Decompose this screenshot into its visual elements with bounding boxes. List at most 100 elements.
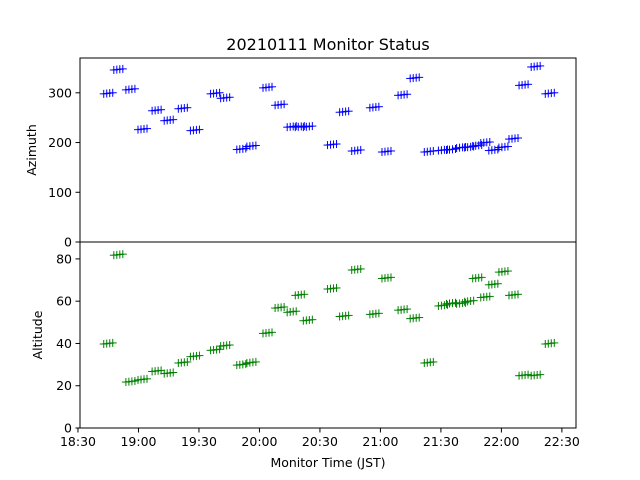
observation-marker	[468, 273, 486, 283]
observation-marker	[174, 103, 192, 113]
azimuth-panel: 0 100 200 300 Azimuth	[24, 57, 577, 250]
observation-marker	[206, 88, 224, 98]
observation-marker	[283, 307, 301, 317]
observation-marker	[515, 370, 533, 380]
observation-marker	[541, 338, 559, 348]
observation-marker	[476, 292, 494, 302]
observation-marker	[160, 115, 178, 125]
x-tick-label: 18:30	[60, 434, 96, 449]
observation-marker	[452, 298, 470, 308]
observation-marker	[347, 264, 365, 275]
chart-title: 20210111 Monitor Status	[226, 35, 429, 54]
observation-marker	[541, 88, 559, 98]
observation-marker	[323, 283, 341, 294]
observation-marker	[460, 296, 478, 306]
observation-marker	[347, 145, 365, 156]
y-tick-label: 0	[64, 421, 72, 436]
x-tick-label: 20:30	[302, 434, 338, 449]
x-tick-label: 21:00	[362, 434, 398, 449]
y-tick-label: 80	[56, 251, 72, 266]
observation-marker	[460, 142, 478, 152]
y-tick-label: 100	[48, 185, 72, 200]
observation-marker	[109, 64, 127, 74]
observation-marker	[365, 309, 383, 319]
observation-marker	[377, 273, 395, 283]
observation-marker	[515, 80, 533, 90]
y-tick-label: 20	[56, 378, 72, 393]
y-tick-label: 300	[48, 85, 72, 100]
observation-marker	[299, 315, 317, 325]
observation-marker	[494, 142, 512, 152]
x-tick-label: 19:00	[120, 434, 156, 449]
observation-marker	[134, 374, 152, 384]
observation-marker	[121, 376, 139, 387]
observation-marker	[109, 250, 127, 260]
observation-marker	[335, 107, 353, 117]
observation-marker	[134, 124, 152, 134]
observation-marker	[271, 100, 289, 110]
observation-marker	[242, 357, 260, 368]
observation-marker	[174, 357, 192, 368]
altitude-plot-frame	[79, 241, 577, 429]
x-axis-ticks: 18:30 19:00 19:30 20:00 20:30 21:00 21:30 22:00…	[60, 428, 580, 449]
observation-marker	[335, 311, 353, 321]
observation-marker	[160, 368, 178, 378]
y-tick-label: 60	[56, 294, 72, 309]
observation-marker	[232, 360, 250, 370]
altitude-axis-label: Altitude	[30, 310, 45, 359]
x-tick-label: 20:00	[241, 434, 277, 449]
altitude-markers	[99, 250, 559, 387]
observation-marker	[242, 141, 260, 151]
observation-marker	[291, 290, 309, 300]
observation-marker	[216, 341, 234, 351]
observation-marker	[527, 61, 545, 71]
observation-marker	[283, 122, 301, 132]
observation-marker	[420, 357, 438, 368]
observation-marker	[323, 139, 341, 150]
observation-marker	[504, 134, 522, 144]
observation-marker	[527, 370, 545, 380]
observation-marker	[494, 267, 512, 277]
observation-marker	[148, 105, 166, 115]
azimuth-y-ticks: 0 100 200 300	[48, 85, 80, 250]
y-tick-label: 200	[48, 135, 72, 150]
azimuth-markers	[99, 61, 559, 157]
observation-marker	[394, 305, 412, 315]
observation-marker	[99, 88, 117, 98]
y-tick-label: 40	[56, 336, 72, 351]
observation-marker	[121, 84, 139, 94]
x-axis-label: Monitor Time (JST)	[270, 455, 385, 470]
altitude-panel: 0 20 40 60 80 Altitude	[30, 241, 577, 436]
azimuth-axis-label: Azimuth	[24, 124, 39, 176]
x-tick-label: 22:30	[544, 434, 580, 449]
observation-marker	[504, 290, 522, 300]
observation-marker	[259, 328, 277, 338]
observation-marker	[148, 366, 166, 376]
observation-marker	[406, 73, 424, 83]
observation-marker	[442, 298, 460, 308]
observation-marker	[259, 82, 277, 92]
observation-marker	[186, 351, 204, 361]
x-tick-label: 22:00	[483, 434, 519, 449]
observation-marker	[476, 138, 494, 148]
observation-marker	[406, 313, 424, 323]
observation-marker	[394, 90, 412, 100]
observation-marker	[99, 338, 117, 348]
y-tick-label: 0	[64, 235, 72, 250]
x-tick-label: 19:30	[181, 434, 217, 449]
observation-marker	[365, 102, 383, 112]
observation-marker	[186, 125, 204, 135]
observation-marker	[216, 93, 234, 103]
altitude-y-ticks: 0 20 40 60 80	[56, 251, 80, 436]
observation-marker	[484, 145, 502, 155]
observation-marker	[299, 122, 317, 132]
observation-marker	[271, 302, 289, 313]
observation-marker	[442, 144, 460, 155]
observation-marker	[434, 300, 452, 310]
observation-marker	[232, 144, 250, 154]
observation-marker	[377, 146, 395, 157]
observation-marker	[484, 279, 502, 289]
x-tick-label: 21:30	[423, 434, 459, 449]
observation-marker	[420, 146, 438, 157]
